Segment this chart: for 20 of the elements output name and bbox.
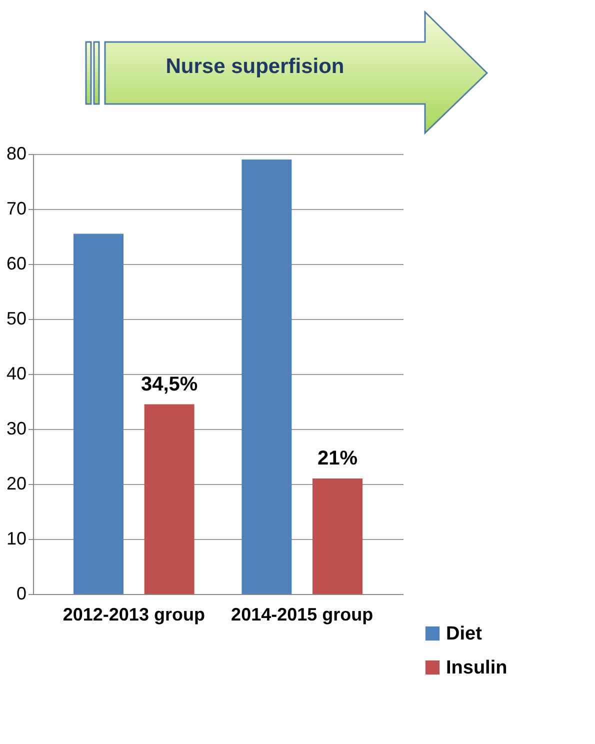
y-tick-label: 30	[6, 418, 26, 438]
x-tick-label: 2014-2015 group	[231, 604, 374, 624]
data-label: 21%	[317, 448, 358, 470]
legend-label: Diet	[446, 624, 483, 644]
data-label: 34,5%	[140, 373, 198, 396]
bar	[144, 404, 194, 594]
bar	[312, 478, 362, 594]
y-tick-label: 10	[6, 528, 26, 548]
y-tick-label: 70	[6, 198, 26, 218]
y-tick-label: 80	[6, 144, 26, 164]
chart-title: Nurse superfision	[164, 55, 346, 79]
x-tick-label: 2012-2013 group	[62, 604, 205, 624]
y-tick-label: 0	[16, 584, 26, 604]
bar	[242, 160, 292, 594]
bar	[74, 234, 124, 594]
y-tick-label: 50	[6, 308, 26, 328]
y-tick-label: 60	[6, 254, 26, 274]
y-tick-label: 40	[6, 364, 26, 384]
legend-label: Insulin	[446, 658, 508, 678]
y-tick-label: 20	[6, 474, 26, 494]
